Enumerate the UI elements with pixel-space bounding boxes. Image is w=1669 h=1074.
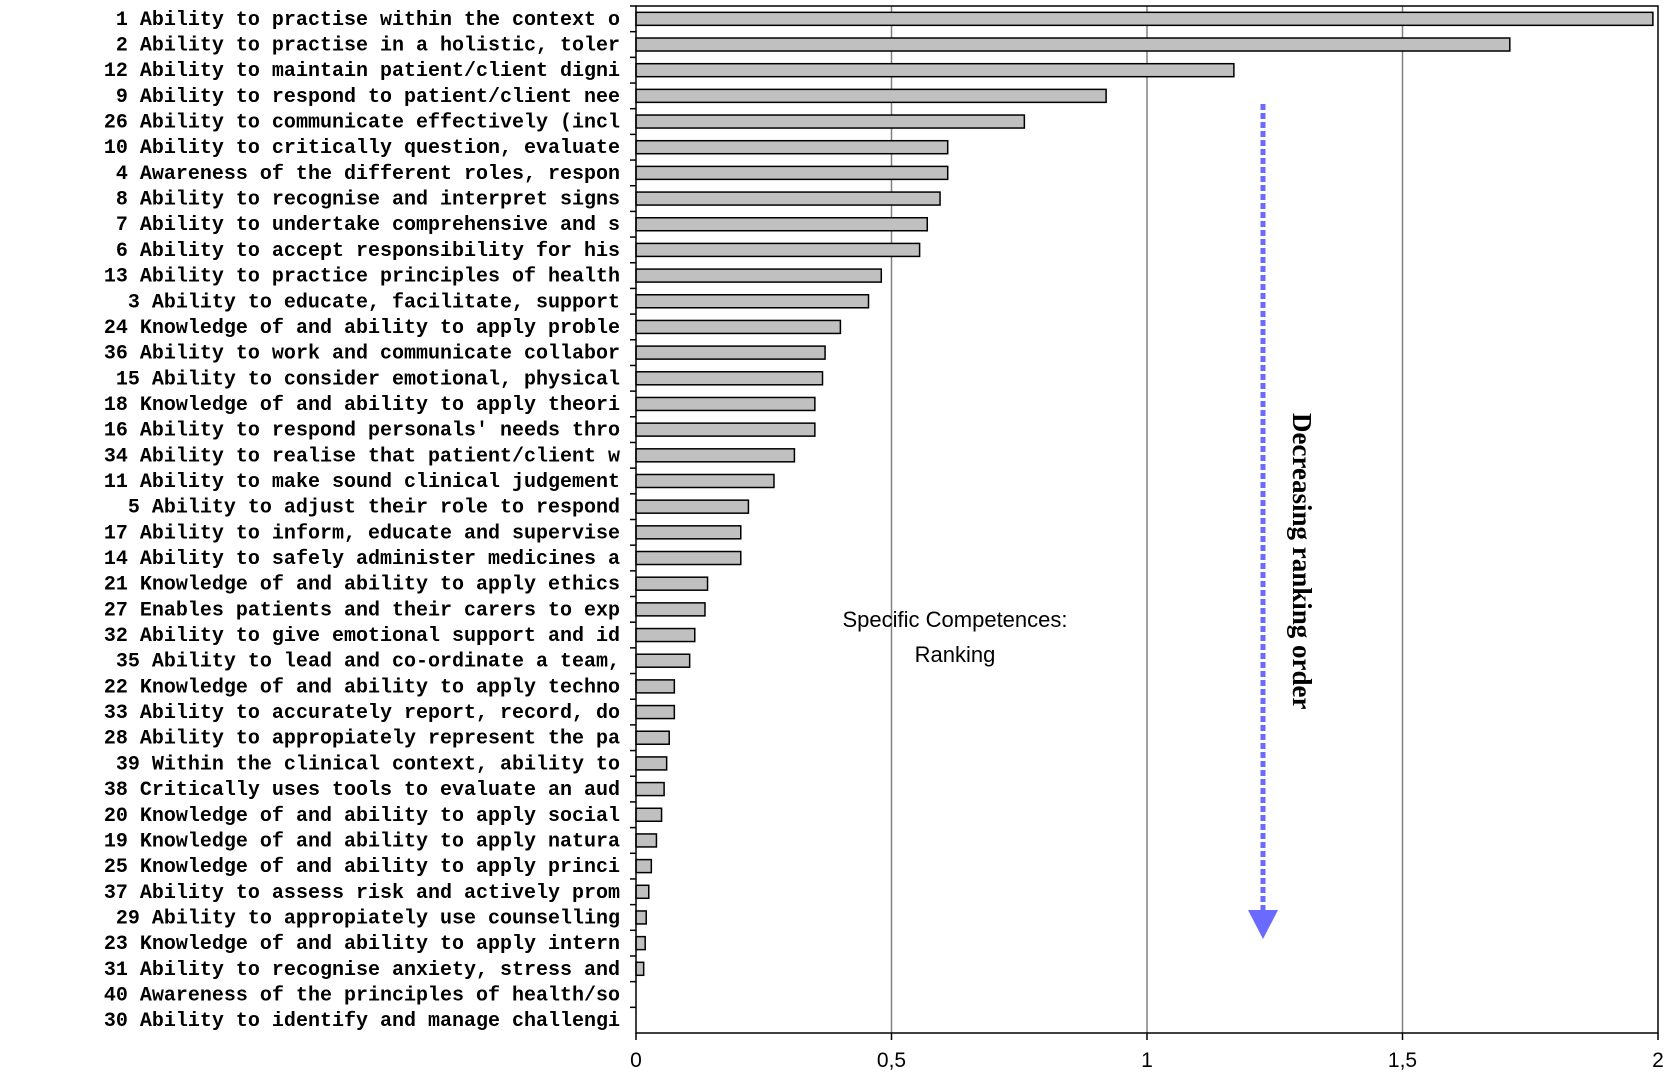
annotation-line-1: Specific Competences: bbox=[843, 607, 1068, 632]
category-label: 33 Ability to accurately report, record,… bbox=[104, 702, 620, 725]
category-label: 30 Ability to identify and manage challe… bbox=[104, 1010, 620, 1033]
bar bbox=[635, 961, 645, 977]
category-label: 34 Ability to realise that patient/clien… bbox=[104, 445, 620, 468]
bar bbox=[635, 191, 941, 206]
category-label: 3 Ability to educate, facilitate, suppor… bbox=[128, 291, 620, 314]
x-tick-label: 0,5 bbox=[877, 1049, 906, 1072]
category-label: 35 Ability to lead and co-ordinate a tea… bbox=[116, 651, 620, 674]
category-label: 39 Within the clinical context, ability … bbox=[116, 753, 620, 776]
category-label: 12 Ability to maintain patient/client di… bbox=[104, 60, 620, 83]
bar bbox=[635, 422, 816, 437]
category-label: 15 Ability to consider emotional, physic… bbox=[116, 368, 620, 391]
category-label: 20 Knowledge of and ability to apply soc… bbox=[104, 805, 620, 828]
category-label: 5 Ability to adjust their role to respon… bbox=[128, 497, 620, 520]
bar bbox=[635, 730, 670, 745]
arrow-label: Decreasing ranking order bbox=[1287, 413, 1317, 709]
category-label: 26 Ability to communicate effectively (i… bbox=[104, 112, 620, 135]
category-label: 4 Awareness of the different roles, resp… bbox=[116, 163, 620, 186]
bar bbox=[635, 62, 1235, 78]
category-label: 25 Knowledge of and ability to apply pri… bbox=[104, 856, 620, 879]
category-label: 6 Ability to accept responsibility for h… bbox=[116, 240, 620, 263]
bar bbox=[635, 884, 650, 900]
category-label: 29 Ability to appropiately use counselli… bbox=[116, 907, 620, 930]
category-label: 32 Ability to give emotional support and… bbox=[104, 625, 620, 648]
category-labels: 1 Ability to practise within the context… bbox=[104, 5, 636, 1033]
bar bbox=[635, 114, 1026, 129]
category-label: 38 Critically uses tools to evaluate an … bbox=[104, 779, 620, 802]
category-label: 27 Enables patients and their carers to … bbox=[104, 599, 620, 622]
category-label: 31 Ability to recognise anxiety, stress … bbox=[104, 959, 620, 982]
bar bbox=[635, 756, 668, 771]
annotation-line-2: Ranking bbox=[915, 642, 996, 667]
plot-area-frame bbox=[635, 5, 1659, 1034]
category-label: 11 Ability to make sound clinical judgem… bbox=[104, 471, 620, 494]
bar bbox=[635, 88, 1107, 104]
bar bbox=[635, 319, 842, 335]
category-label: 9 Ability to respond to patient/client n… bbox=[116, 86, 620, 109]
category-label: 17 Ability to inform, educate and superv… bbox=[104, 522, 620, 545]
category-label: 2 Ability to practise in a holistic, tol… bbox=[116, 35, 620, 58]
bar bbox=[635, 653, 691, 668]
category-label: 1 Ability to practise within the context… bbox=[116, 9, 620, 32]
bar bbox=[635, 216, 929, 232]
category-label: 16 Ability to respond personals' needs t… bbox=[104, 420, 620, 443]
bar bbox=[635, 165, 949, 181]
bar bbox=[635, 807, 663, 823]
x-tick-label: 1,5 bbox=[1388, 1049, 1417, 1072]
bar bbox=[635, 473, 775, 489]
grid-lines bbox=[890, 6, 1404, 1033]
bar bbox=[635, 627, 696, 643]
bars-group bbox=[635, 11, 1654, 977]
category-label: 19 Knowledge of and ability to apply nat… bbox=[104, 830, 620, 853]
bar bbox=[635, 910, 647, 925]
bar bbox=[635, 525, 742, 540]
bar bbox=[635, 935, 646, 951]
bar bbox=[635, 139, 949, 155]
bar bbox=[635, 833, 658, 848]
x-tick-label: 0 bbox=[630, 1049, 642, 1072]
bar bbox=[635, 448, 796, 463]
bar bbox=[635, 242, 921, 258]
bar bbox=[635, 11, 1654, 27]
bar bbox=[635, 499, 750, 514]
category-label: 24 Knowledge of and ability to apply pro… bbox=[104, 317, 620, 340]
category-label: 13 Ability to practice principles of hea… bbox=[104, 266, 620, 289]
category-label: 8 Ability to recognise and interpret sig… bbox=[116, 189, 620, 212]
bar bbox=[635, 679, 676, 694]
x-tick-label: 2 bbox=[1652, 1049, 1664, 1072]
bar bbox=[635, 345, 826, 360]
bar bbox=[635, 550, 742, 566]
category-label: 23 Knowledge of and ability to apply int… bbox=[104, 933, 620, 956]
category-label: 10 Ability to critically question, evalu… bbox=[104, 137, 620, 160]
category-label: 18 Knowledge of and ability to apply the… bbox=[104, 394, 620, 417]
bar bbox=[635, 371, 824, 386]
category-label: 22 Knowledge of and ability to apply tec… bbox=[104, 676, 620, 699]
bar bbox=[635, 294, 870, 309]
ranking-arrow-head bbox=[1248, 910, 1278, 939]
bar bbox=[635, 704, 676, 720]
bar bbox=[635, 396, 816, 412]
x-axis-ticks: 0 0,5 1 1,5 2 bbox=[630, 1033, 1664, 1072]
category-label: 21 Knowledge of and ability to apply eth… bbox=[104, 574, 620, 597]
category-label: 7 Ability to undertake comprehensive and… bbox=[116, 214, 620, 237]
category-label: 28 Ability to appropiately represent the… bbox=[104, 728, 620, 751]
x-tick-label: 1 bbox=[1141, 1049, 1153, 1072]
category-label: 14 Ability to safely administer medicine… bbox=[104, 548, 620, 571]
category-label: 36 Ability to work and communicate colla… bbox=[104, 343, 620, 366]
bar bbox=[635, 602, 706, 617]
category-label: 40 Awareness of the principles of health… bbox=[104, 984, 620, 1007]
bar bbox=[635, 268, 883, 283]
bar bbox=[635, 37, 1511, 52]
bar bbox=[635, 576, 709, 591]
bar bbox=[635, 781, 665, 797]
bar bbox=[635, 858, 653, 874]
category-label: 37 Ability to assess risk and actively p… bbox=[104, 882, 620, 905]
